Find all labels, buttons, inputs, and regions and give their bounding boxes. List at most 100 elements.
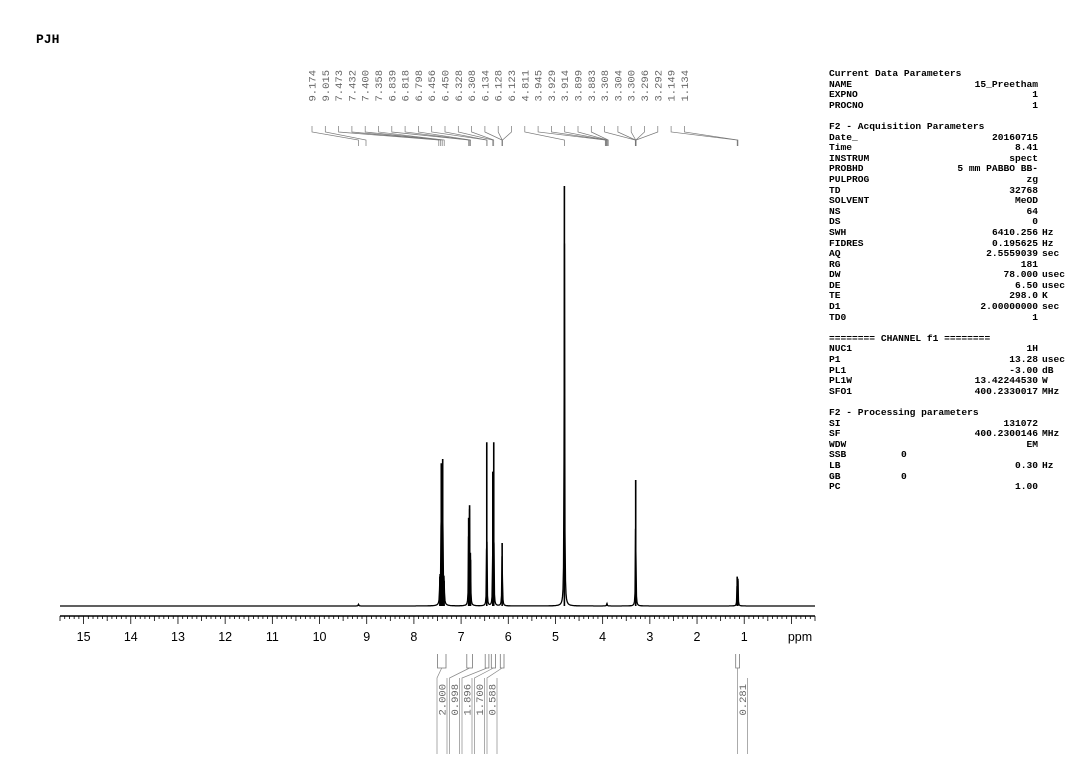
param-row: RG 181 xyxy=(829,258,1072,271)
x-tick-label: 10 xyxy=(313,630,327,644)
acquisition-parameters-panel: Current Data Parameters NAME 15_Preetham EX… xyxy=(829,68,1072,503)
param-value: 8.41 xyxy=(1014,142,1038,154)
param-row: PULPROG zg xyxy=(829,173,1072,186)
integral-label: 0.281 xyxy=(738,684,750,716)
param-unit: usec xyxy=(1042,279,1066,291)
param-value: 181 xyxy=(1020,258,1038,270)
page-title: PJH xyxy=(36,32,60,47)
param-row: SF 400.2300146 MHz xyxy=(829,429,1072,440)
peak-label: 7.358 xyxy=(374,70,386,102)
param-row: SWH 6410.256 Hz xyxy=(829,227,1072,239)
param-key: P1 xyxy=(829,354,841,366)
param-row: DW 78.000 usec xyxy=(829,270,1072,281)
param-unit: dB xyxy=(1042,364,1054,376)
peak-label-leader xyxy=(684,126,739,146)
param-unit: MHz xyxy=(1042,385,1060,397)
peak-label-leader xyxy=(524,126,565,146)
param-row: GB 0 xyxy=(829,470,1072,483)
param-unit xyxy=(1038,440,1072,451)
peak-label: 6.328 xyxy=(454,70,466,102)
peak-label-leader xyxy=(364,126,443,146)
param-row: LB 0.30 Hz xyxy=(829,459,1072,472)
peak-label-leader xyxy=(444,126,488,146)
param-row: DS 0 xyxy=(829,217,1072,228)
param-value: -3.00 xyxy=(1009,364,1038,376)
x-tick-label: 15 xyxy=(77,630,91,644)
param-unit: MHz xyxy=(1042,428,1060,440)
param-key: WDW xyxy=(829,438,847,450)
param-unit xyxy=(1038,207,1072,218)
param-key: EXPNO xyxy=(829,89,858,101)
param-key: TD0 xyxy=(829,311,847,323)
param-key: NUC1 xyxy=(829,343,853,355)
param-row: AQ 2.5559039 sec xyxy=(829,248,1072,260)
param-value: 0 xyxy=(901,449,907,461)
integral-label: 0.588 xyxy=(488,684,500,716)
param-row: NS 64 xyxy=(829,205,1072,218)
param-key: PULPROG xyxy=(829,173,870,185)
param-value: 400.2330017 xyxy=(974,385,1038,397)
spectrum-line xyxy=(60,243,815,607)
param-key: RG xyxy=(829,258,841,270)
peak-label: 3.296 xyxy=(640,70,652,102)
peak-label: 6.123 xyxy=(507,70,519,102)
integral-bracket xyxy=(499,654,505,669)
param-section-title: Current Data Parameters xyxy=(829,68,962,79)
peak-label: 3.899 xyxy=(574,70,586,102)
param-key: PROBHD xyxy=(829,163,864,175)
param-unit: K xyxy=(1042,290,1048,302)
param-row: PROBHD 5 mm PABBO BB- xyxy=(829,164,1072,175)
param-key: NAME xyxy=(829,78,853,90)
param-key: DS xyxy=(829,216,841,228)
peak-label: 3.292 xyxy=(653,70,665,102)
param-unit xyxy=(1038,164,1072,175)
peak-label: 6.134 xyxy=(480,70,492,102)
param-value: 1.00 xyxy=(1014,481,1038,493)
peak-label: 6.450 xyxy=(441,70,453,102)
param-value: 400.2300146 xyxy=(974,428,1038,440)
integral-leader xyxy=(486,667,503,754)
param-value: 0 xyxy=(1032,216,1038,228)
peak-label: 3.883 xyxy=(587,70,599,102)
param-row: SSB 0 xyxy=(829,450,1072,461)
peak-label-leader xyxy=(378,126,445,146)
x-tick-label: 4 xyxy=(599,630,606,644)
param-value: 0 xyxy=(901,470,907,482)
peak-label: 1.149 xyxy=(667,70,679,102)
peak-label: 6.456 xyxy=(427,70,439,102)
peak-label-leader xyxy=(391,126,470,146)
param-section: Current Data Parameters NAME 15_Preetham EX… xyxy=(829,68,1072,112)
peak-label-leader xyxy=(502,126,512,146)
param-key: PL1W xyxy=(829,375,853,387)
param-unit xyxy=(1038,313,1072,324)
param-row: PC 1.00 xyxy=(829,482,1072,493)
x-tick-label: 2 xyxy=(694,630,701,644)
x-tick-label: 11 xyxy=(266,630,279,644)
param-value: 0.30 xyxy=(1014,459,1038,471)
param-value: 64 xyxy=(1026,205,1038,217)
peak-label-leader xyxy=(311,126,359,146)
integral-leader xyxy=(737,668,748,754)
param-value: spect xyxy=(1009,152,1038,164)
param-key: FIDRES xyxy=(829,237,864,249)
param-row: INSTRUM spect xyxy=(829,152,1072,165)
x-tick-label: 14 xyxy=(124,630,138,644)
peak-label-leader xyxy=(635,126,645,146)
param-row: P1 13.28 usec xyxy=(829,354,1072,366)
integral-bracket xyxy=(437,654,447,669)
param-key: TE xyxy=(829,290,841,302)
peak-label: 3.304 xyxy=(613,70,625,102)
param-key: TD xyxy=(829,184,841,196)
x-tick-label: 13 xyxy=(171,630,185,644)
param-value: 13.42244530 xyxy=(974,375,1038,387)
integral-label: 1.896 xyxy=(463,684,475,716)
peak-label: 7.432 xyxy=(347,70,359,102)
x-tick-label: 1 xyxy=(741,630,748,644)
peak-label-leader xyxy=(577,126,608,146)
param-unit xyxy=(1038,472,1072,483)
peak-label-leader xyxy=(351,126,442,146)
integral-label: 2.000 xyxy=(438,684,450,716)
param-key: Date_ xyxy=(829,131,858,143)
param-unit xyxy=(1038,101,1072,112)
peak-label-leader xyxy=(324,126,367,146)
